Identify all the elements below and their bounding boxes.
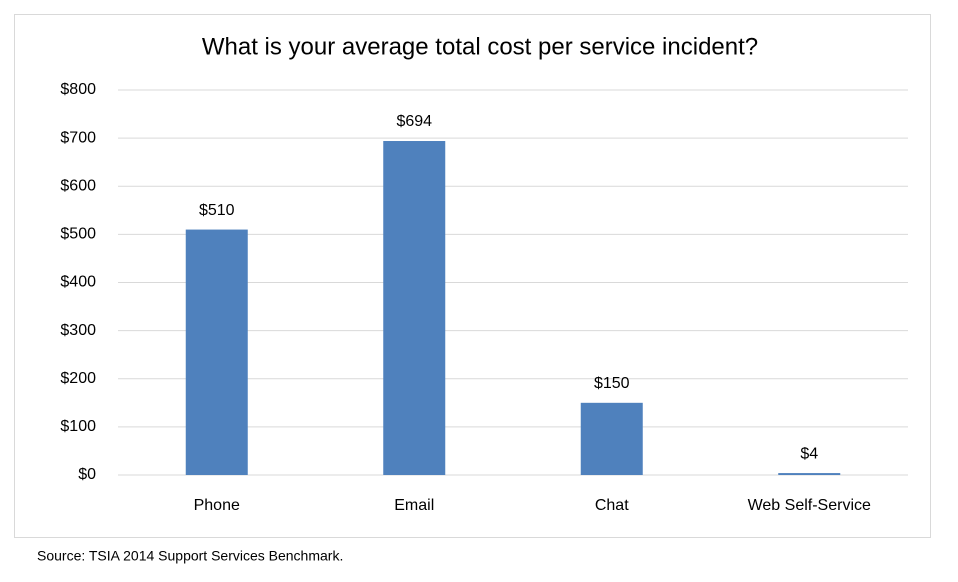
- data-label: $510: [199, 202, 235, 219]
- y-tick-label: $0: [78, 466, 96, 483]
- y-tick-label: $600: [60, 177, 96, 194]
- chart-title: What is your average total cost per serv…: [202, 33, 758, 60]
- bar: [580, 402, 643, 475]
- y-tick-label: $200: [60, 370, 96, 387]
- y-tick-label: $400: [60, 274, 96, 291]
- x-tick-label: Web Self-Service: [748, 497, 871, 514]
- source-note: Source: TSIA 2014 Support Services Bench…: [37, 548, 343, 564]
- chart-border: [14, 14, 931, 538]
- y-tick-label: $500: [60, 226, 96, 243]
- x-tick-label: Chat: [595, 497, 629, 514]
- bar: [778, 473, 841, 475]
- data-label: $4: [800, 445, 818, 462]
- y-tick-label: $700: [60, 129, 96, 146]
- data-label: $694: [396, 113, 432, 130]
- data-label: $150: [594, 375, 630, 392]
- x-tick-label: Phone: [194, 497, 240, 514]
- bar: [185, 229, 248, 475]
- x-tick-label: Email: [394, 497, 434, 514]
- y-tick-label: $300: [60, 322, 96, 339]
- y-tick-label: $800: [60, 81, 96, 98]
- bar: [383, 141, 446, 475]
- y-tick-label: $100: [60, 418, 96, 435]
